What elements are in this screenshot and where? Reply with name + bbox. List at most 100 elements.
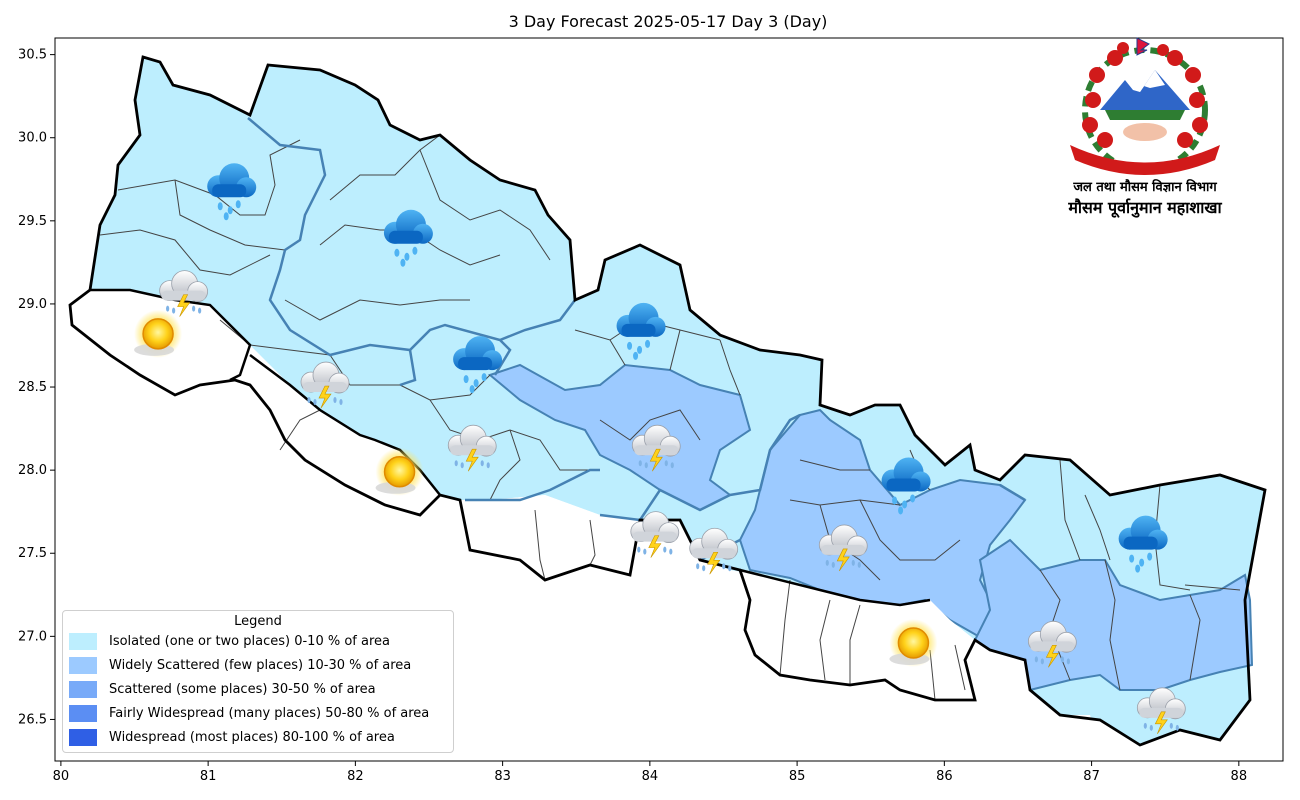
district-line xyxy=(849,604,861,685)
weather-icons xyxy=(134,163,1186,734)
legend-label: Scattered (some places) 30-50 % of area xyxy=(109,681,376,697)
district-line xyxy=(719,339,741,396)
district-line xyxy=(599,409,701,441)
handshake xyxy=(1123,123,1167,141)
emblem-flower-ring xyxy=(1082,47,1208,173)
x-tick-label: 81 xyxy=(200,769,217,784)
legend-swatch xyxy=(69,728,97,746)
internal-south-border xyxy=(90,288,252,382)
x-tick-label: 84 xyxy=(642,769,659,784)
legend-label: Widely Scattered (few places) 10-30 % of… xyxy=(109,657,412,673)
mountain-peaks xyxy=(1100,70,1190,110)
legend-swatch xyxy=(69,680,97,698)
district-line xyxy=(669,329,681,371)
x-tick-label: 86 xyxy=(936,769,953,784)
legend-item: Fairly Widespread (many places) 50-80 % … xyxy=(63,701,453,725)
thunderstorm-icon xyxy=(1136,687,1186,734)
department-name: जल तथा मौसम विज्ञान विभाग xyxy=(1073,180,1217,195)
y-tick-label: 30.0 xyxy=(18,131,47,146)
province-line xyxy=(599,413,801,522)
province-boundaries xyxy=(247,117,1026,562)
district-line xyxy=(174,179,286,251)
district-line xyxy=(117,139,301,216)
thunderstorm-icon xyxy=(631,424,681,472)
district-line xyxy=(1189,594,1201,681)
district-line xyxy=(399,374,491,401)
legend-items: Isolated (one or two places) 0-10 % of a… xyxy=(63,629,453,749)
plot-frame xyxy=(54,37,1284,762)
legend-item: Isolated (one or two places) 0-10 % of a… xyxy=(63,629,453,653)
y-tick-label: 26.5 xyxy=(18,712,47,727)
district-line xyxy=(799,459,870,471)
x-tick-label: 87 xyxy=(1083,769,1100,784)
national-border xyxy=(68,55,1267,747)
y-tick-label: 28.5 xyxy=(18,380,47,395)
sunny-icon xyxy=(889,618,938,667)
legend-item: Widely Scattered (few places) 10-30 % of… xyxy=(63,653,453,677)
x-tick-label: 80 xyxy=(53,769,70,784)
rain-cloud-icon xyxy=(616,302,666,360)
y-tick-label: 28.0 xyxy=(18,463,47,478)
division-name: मौसम पूर्वानुमान महाशाखा xyxy=(1068,198,1222,217)
rain-cloud-icon xyxy=(207,163,257,221)
district-line xyxy=(609,339,626,366)
y-tick-label: 29.5 xyxy=(18,214,47,229)
legend-label: Isolated (one or two places) 0-10 % of a… xyxy=(109,633,390,649)
internal-south-border xyxy=(739,568,931,607)
zone-clear-east-south xyxy=(1030,690,1095,730)
district-line xyxy=(589,519,596,566)
zone-widely-scattered-central xyxy=(487,363,752,512)
thunderstorm-icon xyxy=(447,424,497,472)
nepal-map-green xyxy=(1105,110,1185,120)
district-line xyxy=(819,599,831,681)
province-line xyxy=(399,349,417,387)
province-line xyxy=(499,299,576,342)
x-tick-label: 82 xyxy=(347,769,364,784)
district-line xyxy=(419,149,551,261)
district-line xyxy=(1039,569,1071,681)
province-line xyxy=(999,483,1026,502)
dhm-emblem xyxy=(1070,37,1220,175)
thunderstorm-icon xyxy=(630,511,680,558)
thunderstorm-icon xyxy=(1027,620,1077,668)
district-line xyxy=(99,229,271,276)
legend-swatch xyxy=(69,632,97,650)
district-line xyxy=(329,134,441,201)
thunderstorm-icon xyxy=(689,527,739,575)
y-tick-label: 27.5 xyxy=(18,546,47,561)
rain-cloud-icon xyxy=(453,336,503,394)
district-line xyxy=(1154,484,1191,591)
district-line xyxy=(954,644,966,691)
rhododendron-flowers xyxy=(1082,42,1208,148)
y-tick-label: 27.0 xyxy=(18,629,47,644)
map-title: 3 Day Forecast 2025-05-17 Day 3 (Day) xyxy=(508,12,828,31)
mountain-snow xyxy=(1125,70,1165,92)
district-line xyxy=(789,499,901,506)
legend-title: Legend xyxy=(234,614,282,629)
legend-label: Fairly Widespread (many places) 50-80 % … xyxy=(109,705,430,721)
legend-item: Scattered (some places) 30-50 % of area xyxy=(63,677,453,701)
district-line xyxy=(1184,584,1241,591)
rain-cloud-icon xyxy=(1118,515,1168,573)
thunderstorm-icon xyxy=(159,270,209,317)
district-line xyxy=(1104,559,1121,691)
zone-clear-central xyxy=(460,495,640,580)
rain-cloud-icon xyxy=(881,457,931,515)
district-line xyxy=(1084,494,1111,561)
x-tick-label: 88 xyxy=(1231,769,1248,784)
legend-swatch xyxy=(69,656,97,674)
legend-swatch xyxy=(69,704,97,722)
district-line xyxy=(284,299,470,321)
x-tick-label: 83 xyxy=(494,769,511,784)
thunderstorm-icon xyxy=(300,361,350,409)
y-tick-label: 30.5 xyxy=(18,48,47,63)
legend-label: Widespread (most places) 80-100 % of are… xyxy=(109,729,395,745)
sunny-icon xyxy=(134,309,183,358)
district-line xyxy=(1059,459,1081,561)
x-tick-label: 85 xyxy=(789,769,806,784)
province-line xyxy=(247,117,512,376)
district-line xyxy=(534,509,546,581)
legend-item: Widespread (most places) 80-100 % of are… xyxy=(63,725,453,749)
rain-cloud-icon xyxy=(383,209,433,267)
